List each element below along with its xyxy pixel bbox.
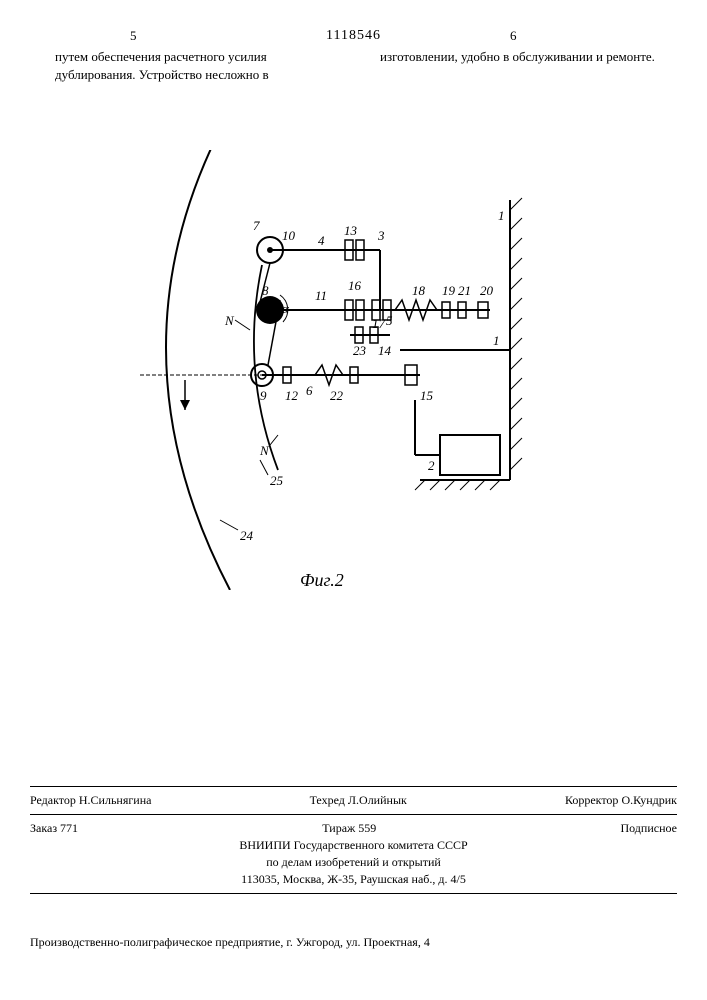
- svg-text:10: 10: [282, 228, 296, 243]
- svg-text:8: 8: [262, 283, 269, 298]
- printer-line: Производственно-полиграфическое предприя…: [30, 935, 677, 950]
- svg-text:1: 1: [498, 208, 505, 223]
- figure-2: 7 10 4 13 3 8 11 16 18 19 21 20 17 23 14…: [120, 150, 550, 590]
- svg-text:7: 7: [253, 218, 260, 233]
- svg-text:16: 16: [348, 278, 362, 293]
- svg-text:5: 5: [386, 313, 393, 328]
- figure-svg: 7 10 4 13 3 8 11 16 18 19 21 20 17 23 14…: [120, 150, 550, 590]
- corrector: Корректор О.Кундрик: [565, 793, 677, 808]
- org-line-1: ВНИИПИ Государственного комитета СССР: [30, 838, 677, 853]
- subscription: Подписное: [620, 821, 677, 836]
- svg-text:11: 11: [315, 288, 327, 303]
- svg-text:14: 14: [378, 343, 392, 358]
- footer-block: Редактор Н.Сильнягина Техред Л.Олийнык К…: [30, 780, 677, 900]
- svg-text:20: 20: [480, 283, 494, 298]
- svg-text:17: 17: [372, 316, 386, 331]
- footer-credits-row: Редактор Н.Сильнягина Техред Л.Олийнык К…: [30, 793, 677, 808]
- svg-text:22: 22: [330, 388, 344, 403]
- publication-number: 1118546: [326, 28, 381, 44]
- svg-text:23: 23: [353, 343, 367, 358]
- order-number: Заказ 771: [30, 821, 78, 836]
- N-label-top: N: [224, 313, 235, 328]
- body-text-right: изготовлении, удобно в обслуживании и ре…: [380, 48, 660, 66]
- svg-text:19: 19: [442, 283, 456, 298]
- N-label-bottom: N: [259, 443, 270, 458]
- svg-text:13: 13: [344, 223, 358, 238]
- left-column-number: 5: [130, 28, 137, 44]
- svg-text:9: 9: [260, 388, 267, 403]
- svg-text:4: 4: [318, 233, 325, 248]
- svg-text:6: 6: [306, 383, 313, 398]
- svg-text:21: 21: [458, 283, 471, 298]
- address-line: 113035, Москва, Ж-35, Раушская наб., д. …: [30, 872, 677, 887]
- svg-text:25: 25: [270, 473, 284, 488]
- svg-text:24: 24: [240, 528, 254, 543]
- svg-text:12: 12: [285, 388, 299, 403]
- right-column-number: 6: [510, 28, 517, 44]
- figure-label: Фиг.2: [300, 570, 344, 591]
- footer-rule-1: [30, 786, 677, 787]
- footer-rule-3: [30, 893, 677, 894]
- svg-text:18: 18: [412, 283, 426, 298]
- footer-order-row: Заказ 771 Тираж 559 Подписное: [30, 821, 677, 836]
- patent-page: 5 1118546 6 путем обеспечения расчетного…: [0, 0, 707, 1000]
- svg-text:1: 1: [493, 333, 500, 348]
- svg-text:15: 15: [420, 388, 434, 403]
- svg-text:3: 3: [377, 228, 385, 243]
- svg-text:2: 2: [428, 458, 435, 473]
- body-text-left: путем обеспечения расчетного усилия дубл…: [55, 48, 335, 83]
- footer-rule-2: [30, 814, 677, 815]
- alpha-label: α: [282, 301, 290, 316]
- editor: Редактор Н.Сильнягина: [30, 793, 151, 808]
- org-line-2: по делам изобретений и открытий: [30, 855, 677, 870]
- tech-editor: Техред Л.Олийнык: [310, 793, 407, 808]
- tirazh: Тираж 559: [322, 821, 376, 836]
